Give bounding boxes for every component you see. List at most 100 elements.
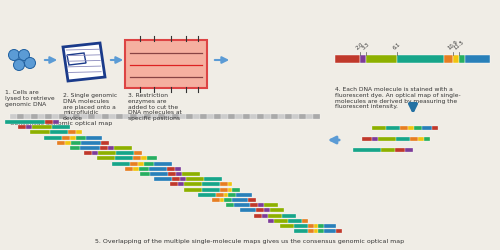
Bar bbox=[175, 167, 181, 171]
Text: 2. Single genomic
DNA molecules
are placed onto a
microfluidic
device: 2. Single genomic DNA molecules are plac… bbox=[63, 93, 117, 121]
Circle shape bbox=[24, 58, 36, 68]
Bar bbox=[80, 146, 100, 150]
Bar bbox=[165, 114, 172, 119]
Bar bbox=[184, 182, 202, 186]
Text: 11.5: 11.5 bbox=[453, 40, 465, 51]
Bar bbox=[422, 126, 432, 130]
Bar bbox=[248, 198, 256, 202]
Bar bbox=[38, 114, 45, 119]
Bar bbox=[324, 229, 336, 233]
Bar bbox=[396, 137, 410, 141]
Bar bbox=[288, 219, 302, 223]
Bar bbox=[108, 114, 116, 119]
Bar bbox=[264, 203, 278, 207]
Bar bbox=[306, 114, 313, 119]
Bar bbox=[116, 114, 122, 119]
Bar bbox=[172, 177, 180, 181]
Bar bbox=[74, 114, 80, 119]
Bar bbox=[292, 114, 299, 119]
Bar bbox=[50, 130, 68, 134]
Bar bbox=[414, 126, 422, 130]
Bar bbox=[360, 55, 366, 63]
Bar bbox=[381, 148, 395, 152]
Bar bbox=[444, 55, 453, 63]
Bar bbox=[280, 224, 294, 228]
Bar bbox=[408, 126, 414, 130]
Bar bbox=[232, 198, 248, 202]
Bar bbox=[147, 156, 157, 160]
Bar bbox=[236, 114, 242, 119]
Bar bbox=[386, 126, 400, 130]
Bar bbox=[65, 141, 71, 145]
Bar bbox=[167, 167, 175, 171]
Bar bbox=[137, 114, 144, 119]
Bar bbox=[270, 208, 284, 212]
Bar bbox=[418, 137, 424, 141]
Bar bbox=[299, 114, 306, 119]
Bar bbox=[200, 114, 207, 119]
Bar bbox=[242, 114, 250, 119]
Bar bbox=[372, 126, 386, 130]
Bar bbox=[98, 151, 116, 155]
Bar bbox=[372, 137, 378, 141]
Bar bbox=[366, 55, 397, 63]
Text: Consensus genomic optical map: Consensus genomic optical map bbox=[10, 121, 112, 126]
Bar bbox=[182, 172, 200, 176]
Text: 3.3: 3.3 bbox=[362, 42, 370, 51]
Bar bbox=[268, 214, 282, 218]
Bar bbox=[144, 162, 154, 166]
Bar bbox=[410, 137, 418, 141]
Bar bbox=[228, 182, 232, 186]
Bar bbox=[232, 188, 240, 192]
Bar bbox=[112, 162, 130, 166]
FancyBboxPatch shape bbox=[125, 40, 207, 88]
Bar bbox=[362, 137, 372, 141]
Bar bbox=[274, 219, 288, 223]
Bar bbox=[302, 219, 308, 223]
Bar bbox=[400, 126, 408, 130]
Bar bbox=[130, 162, 138, 166]
Bar bbox=[405, 148, 413, 152]
Bar bbox=[71, 141, 81, 145]
Text: 4. Each DNA molecule is stained with a
fluorescent dye. An optical map of single: 4. Each DNA molecule is stained with a f… bbox=[335, 87, 460, 110]
Bar bbox=[17, 114, 24, 119]
Bar bbox=[60, 114, 66, 119]
Bar bbox=[154, 162, 172, 166]
Bar bbox=[178, 182, 184, 186]
Bar bbox=[224, 193, 228, 197]
Bar bbox=[278, 114, 285, 119]
Text: 6.1: 6.1 bbox=[392, 42, 402, 51]
Text: 3. Restriction
enzymes are
added to cut the
DNA molecules at
specific positions: 3. Restriction enzymes are added to cut … bbox=[128, 93, 182, 121]
Bar bbox=[116, 151, 134, 155]
Bar bbox=[193, 114, 200, 119]
Bar bbox=[432, 126, 438, 130]
Bar bbox=[88, 114, 94, 119]
Bar bbox=[220, 188, 228, 192]
Bar bbox=[141, 156, 147, 160]
Bar bbox=[68, 130, 76, 134]
Polygon shape bbox=[63, 43, 105, 81]
Bar bbox=[294, 229, 308, 233]
Bar bbox=[130, 114, 137, 119]
Bar bbox=[204, 177, 222, 181]
Bar bbox=[179, 114, 186, 119]
Bar bbox=[254, 214, 262, 218]
Bar bbox=[395, 148, 405, 152]
Bar bbox=[10, 114, 17, 119]
Bar bbox=[258, 203, 264, 207]
Bar bbox=[92, 151, 98, 155]
Bar bbox=[70, 136, 76, 140]
Bar bbox=[459, 55, 465, 63]
Bar bbox=[97, 156, 115, 160]
Bar bbox=[101, 141, 109, 145]
Bar bbox=[264, 114, 270, 119]
Bar bbox=[250, 114, 256, 119]
Text: 5. Overlapping of the multiple single-molecule maps gives us the consensus genom: 5. Overlapping of the multiple single-mo… bbox=[96, 239, 405, 244]
Bar bbox=[144, 114, 151, 119]
Bar bbox=[318, 229, 324, 233]
Bar bbox=[26, 125, 32, 129]
Bar bbox=[86, 136, 102, 140]
Bar bbox=[62, 136, 70, 140]
Bar bbox=[45, 114, 52, 119]
Bar bbox=[214, 114, 222, 119]
